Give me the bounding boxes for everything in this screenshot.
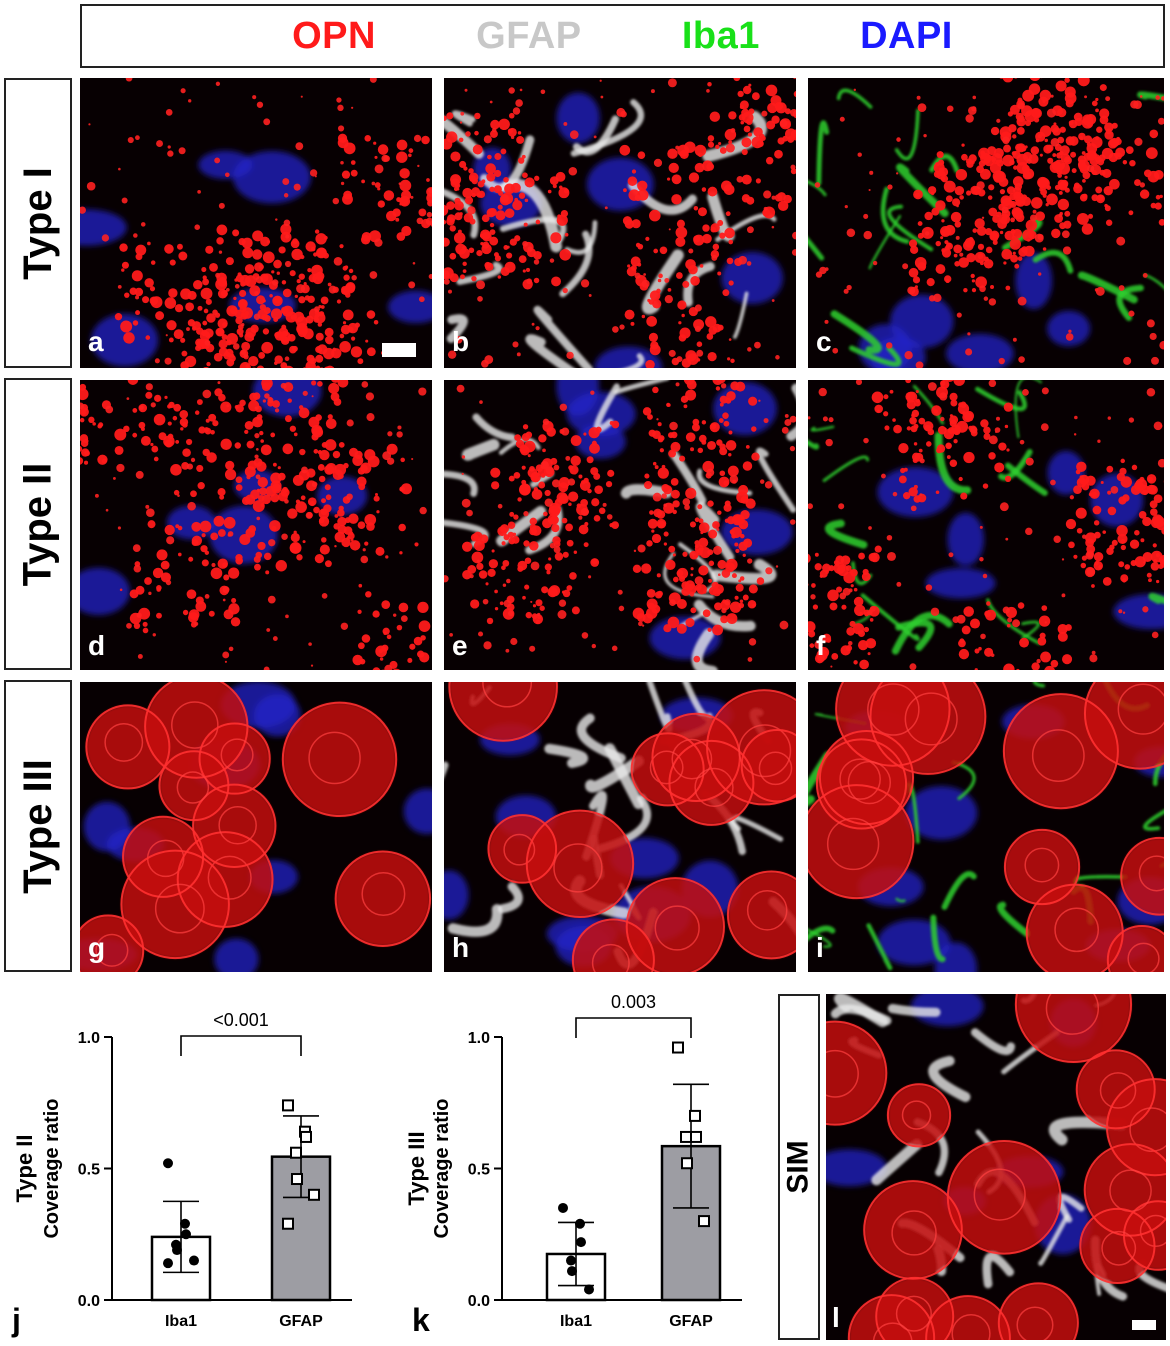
data-point (163, 1158, 173, 1169)
y-tick-label: 0.0 (468, 1293, 490, 1310)
panel-label-f: f (816, 630, 826, 661)
data-point (300, 1130, 312, 1143)
legend-gfap: GFAP (476, 14, 582, 57)
scale-bar (1132, 1320, 1156, 1330)
row-label-text: Type I (15, 166, 60, 280)
row-label-type-2: Type II (4, 378, 72, 670)
micrograph-d (80, 380, 432, 670)
bar-gfap (270, 1155, 332, 1302)
panel-label-j: j (12, 1302, 21, 1338)
data-point (566, 1255, 576, 1266)
x-tick-label: Iba1 (165, 1313, 197, 1330)
y-tick-label: 0.0 (78, 1293, 100, 1310)
row-label-type-1: Type I (4, 78, 72, 368)
x-tick-label: GFAP (669, 1313, 713, 1330)
channel-legend: OPN GFAP Iba1 DAPI (80, 4, 1165, 68)
data-point (567, 1266, 577, 1277)
micrograph-c (808, 78, 1164, 368)
data-point (690, 1130, 702, 1143)
p-value-label: 0.003 (611, 992, 656, 1012)
panel-label-g: g (88, 932, 106, 963)
micrograph-i (808, 682, 1164, 972)
data-point (282, 1099, 294, 1112)
panel-label-b: b (452, 326, 470, 357)
y-tick-label: 0.5 (78, 1162, 100, 1179)
panel-label-h: h (452, 932, 470, 963)
p-value-label: <0.001 (213, 1010, 269, 1030)
chart-j: Type II Coverage ratio 0.0 0.5 1.0 Iba1 GFAP <0… (0, 980, 400, 1346)
data-point (308, 1188, 320, 1201)
row-label-sim: SIM (778, 994, 820, 1340)
significance-bracket (180, 1035, 302, 1056)
row-label-type-3: Type III (4, 680, 72, 972)
data-point (163, 1258, 173, 1269)
panel-label-d: d (88, 630, 106, 661)
panel-label-a: a (88, 326, 104, 357)
data-point (189, 1255, 199, 1266)
data-point (681, 1157, 693, 1170)
x-tick-label: Iba1 (560, 1313, 592, 1330)
row-label-text: SIM (782, 1140, 815, 1194)
micrograph-h (444, 682, 796, 972)
row-label-text: Type III (15, 758, 60, 894)
x-tick-label: GFAP (279, 1313, 323, 1330)
data-point (282, 1217, 294, 1230)
panel-label-i: i (816, 932, 824, 963)
micrograph-l (826, 994, 1166, 1340)
row-label-text: Type II (15, 462, 60, 586)
legend-iba1: Iba1 (681, 14, 760, 57)
chart-k-plot: Type III Coverage ratio 0.0 0.5 1.0 Iba1 GFAP 0… (404, 992, 742, 1330)
data-point (558, 1202, 568, 1213)
data-point (180, 1218, 190, 1229)
significance-bracket (575, 1017, 692, 1038)
data-point (291, 1173, 303, 1186)
y-tick-label: 1.0 (468, 1030, 490, 1047)
panel-label-c: c (816, 326, 832, 357)
data-point (575, 1218, 585, 1229)
y-axis-label: Type III (404, 1131, 429, 1205)
data-point (672, 1041, 684, 1054)
legend-dapi: DAPI (860, 14, 953, 57)
data-point (172, 1245, 182, 1256)
y-axis-label: Type II (12, 1134, 37, 1202)
panel-label-e: e (452, 630, 468, 661)
y-axis-label: Coverage ratio (431, 1098, 453, 1238)
micrograph-e (444, 380, 796, 670)
data-point (584, 1284, 594, 1295)
data-point (181, 1229, 191, 1240)
micrograph-f (808, 380, 1164, 670)
micrograph-a (80, 78, 432, 368)
chart-k: Type III Coverage ratio 0.0 0.5 1.0 Iba1 GFAP 0… (400, 980, 770, 1346)
y-tick-label: 1.0 (78, 1030, 100, 1047)
data-point (698, 1215, 710, 1228)
panel-label-k: k (412, 1302, 430, 1338)
y-tick-label: 0.5 (468, 1162, 490, 1179)
chart-j-plot: Type II Coverage ratio 0.0 0.5 1.0 Iba1 GFAP <0… (12, 1010, 352, 1330)
data-point (290, 1146, 302, 1159)
data-point (689, 1109, 701, 1122)
panel-label-l: l (832, 1302, 840, 1333)
micrograph-b (444, 78, 796, 368)
data-point (576, 1237, 586, 1248)
data-point (680, 1130, 692, 1143)
y-axis-label: Coverage ratio (41, 1098, 63, 1238)
micrograph-g (80, 682, 432, 972)
legend-opn: OPN (292, 14, 376, 57)
scale-bar (382, 343, 416, 357)
